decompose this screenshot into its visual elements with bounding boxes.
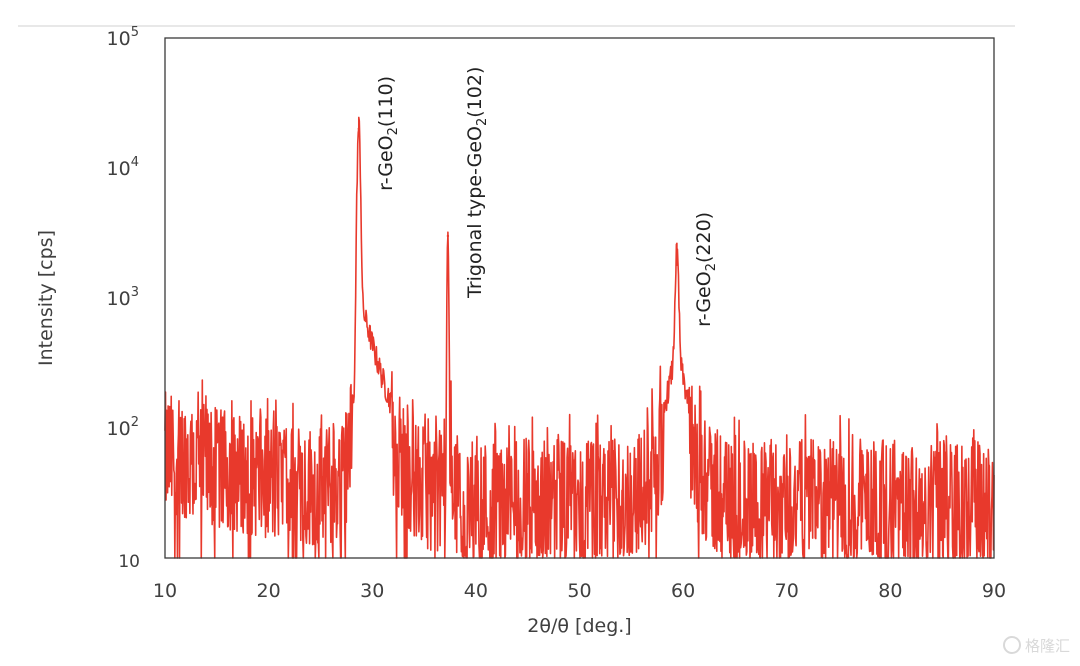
x-tick-label: 70 — [775, 580, 799, 602]
x-tick-label: 90 — [982, 580, 1006, 602]
x-tick-label: 60 — [671, 580, 695, 602]
watermark-text: 格隆汇 — [1024, 636, 1070, 655]
x-tick-label: 20 — [257, 580, 281, 602]
watermark: 格隆汇 — [1002, 634, 1070, 656]
y-tick-label: 10 — [118, 552, 140, 572]
x-tick-label: 10 — [153, 580, 177, 602]
plot-frame — [164, 37, 995, 559]
tick-group: 10 20 30 40 50 60 70 80 90 10 102 103 104 105 — [107, 25, 1007, 602]
peak-label: r-GeO2(220) — [693, 212, 719, 327]
peak-label: r-GeO2(110) — [375, 76, 401, 191]
y-tick-label: 102 — [107, 415, 139, 440]
y-tick-label: 104 — [107, 155, 139, 180]
peak-point — [357, 127, 360, 131]
peak-point — [675, 263, 679, 267]
y-tick-label: 103 — [107, 285, 139, 310]
x-axis-title: 2θ/θ [deg.] — [527, 615, 631, 637]
x-tick-label: 50 — [567, 580, 591, 602]
y-axis-title: Intensity [cps] — [35, 230, 57, 366]
data-series-group — [164, 116, 995, 559]
peak-point — [446, 234, 450, 238]
y-tick-label: 105 — [107, 25, 139, 50]
peak-label: Trigonal type-GeO2(102) — [464, 67, 490, 299]
gelonghui-logo-icon — [1002, 636, 1021, 654]
x-tick-label: 80 — [878, 580, 902, 602]
annotation-group: r-GeO2(110) Trigonal type-GeO2(102) r-GeO2… — [375, 67, 719, 327]
x-tick-label: 30 — [360, 580, 384, 602]
xrd-intensity-line — [164, 116, 995, 559]
x-tick-label: 40 — [464, 580, 488, 602]
